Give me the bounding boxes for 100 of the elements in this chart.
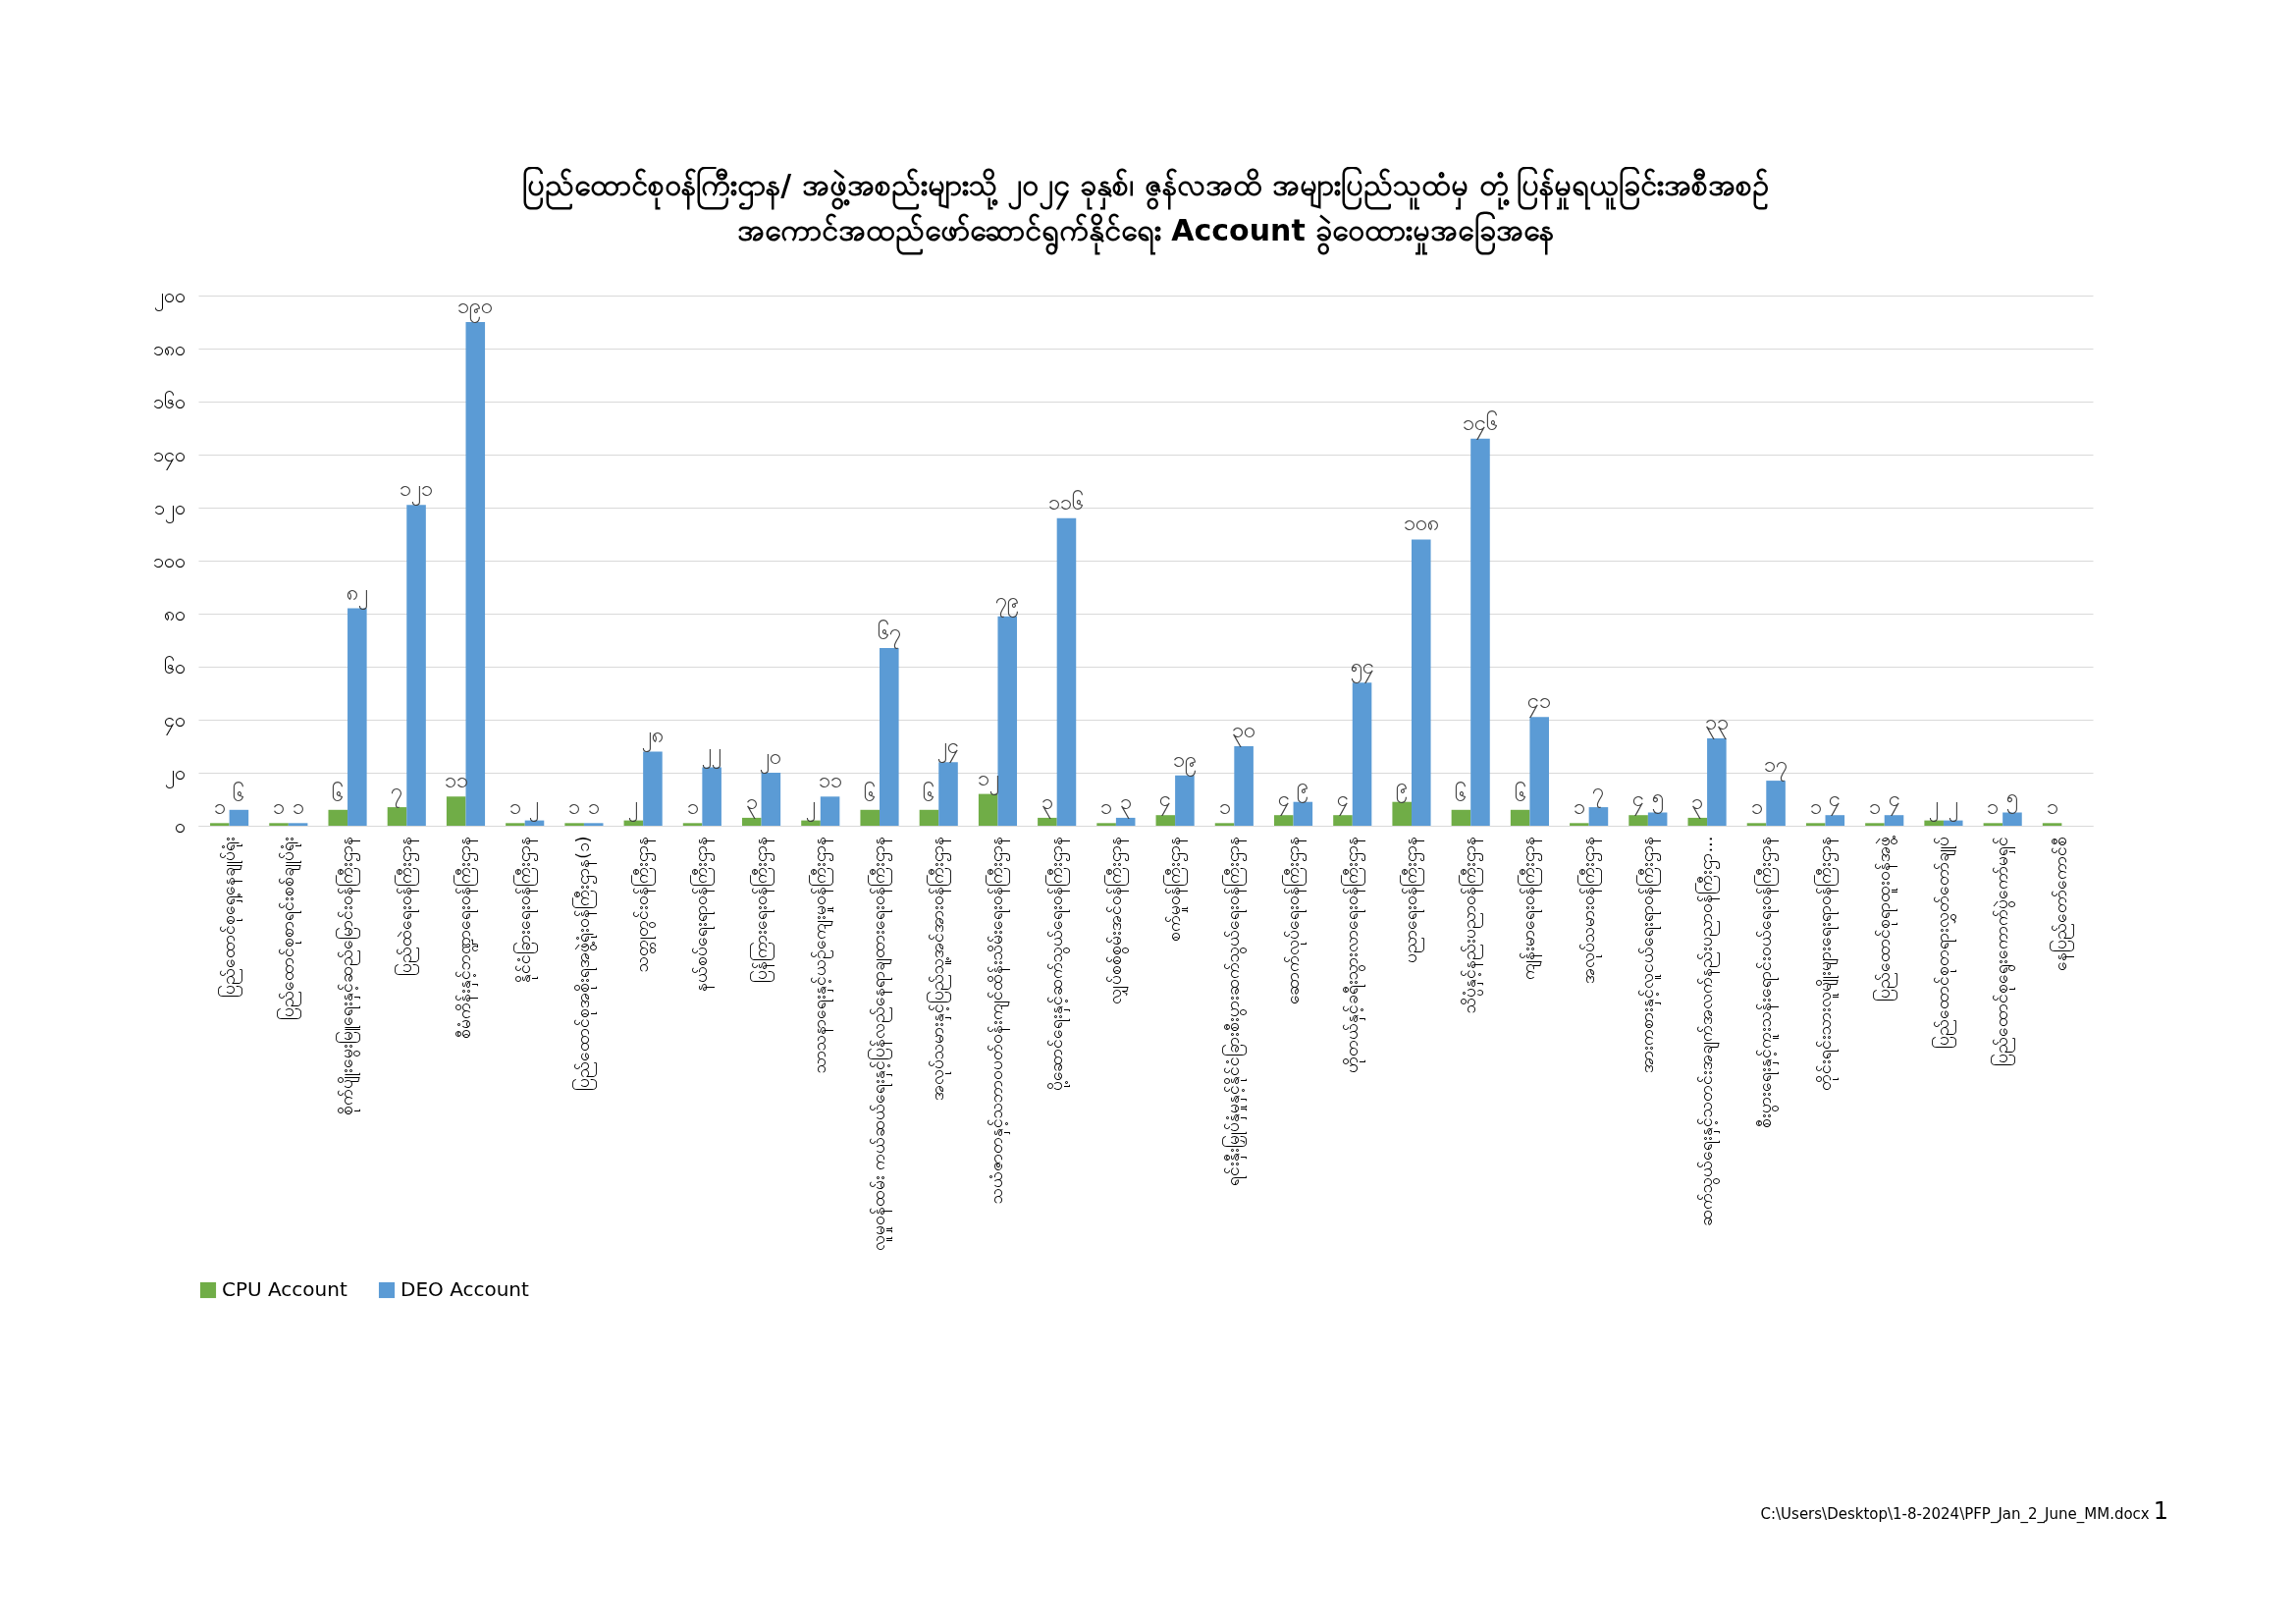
x-tick-label: ပြည်ထောင်စုရှေ့နေချုပ်ရုံး xyxy=(217,836,242,998)
data-label: ၁၄၆ xyxy=(1462,409,1498,440)
bar xyxy=(938,762,958,826)
x-tick-label: သိပ္ပံနှင့်နည်းပညာဝန်ကြီးဌာန xyxy=(1459,836,1484,1013)
data-label: ၁ xyxy=(1750,794,1763,820)
bar xyxy=(820,796,840,826)
bar xyxy=(702,767,721,826)
data-label: ၁ xyxy=(273,794,286,820)
bar xyxy=(446,796,466,826)
text: C:\Users\Desktop\1-8-2024\PFP_Jan_2_June_MM.docx xyxy=(1760,1505,2150,1523)
bar xyxy=(347,608,367,826)
data-label: ၆ xyxy=(923,781,935,806)
x-tick-label: နယ်စပ်ရေးရာဝန်ကြီးဌာန xyxy=(690,836,716,992)
data-label: ၂၄ xyxy=(937,733,960,764)
bar xyxy=(1865,823,1885,826)
bar xyxy=(1766,781,1786,826)
y-tick-label: ၁၆၀ xyxy=(152,389,186,413)
bar xyxy=(1352,682,1372,826)
data-label: ၁ xyxy=(213,794,226,820)
data-label: ၁ xyxy=(1218,794,1231,820)
data-label: ၂ xyxy=(806,791,817,822)
bar xyxy=(1687,817,1708,826)
data-label: ၁ xyxy=(2046,794,2058,820)
x-tick-label: နေပြည်တော်ကောင်စီ xyxy=(2050,836,2075,971)
bar xyxy=(506,823,525,826)
bar xyxy=(1983,823,2003,826)
bar xyxy=(1411,539,1431,826)
data-label: ၃ xyxy=(1041,788,1053,819)
data-label: ၁ xyxy=(686,794,699,820)
y-tick-label: ၁၂၀ xyxy=(153,495,186,523)
data-label: ၁၁ xyxy=(818,768,842,793)
bar xyxy=(1884,815,1904,826)
x-tick-label: ပြည်ထောင်စုတရားလွှတ်တော်ချုပ် xyxy=(1931,836,1956,1049)
x-tick-label: ရင်းနှီးမြှုပ်နှံမှုနှင့်နိုင်ငံခြားစီးပွားဆက်သွယ်ရေးဝန်ကြီးဌာန xyxy=(1222,836,1248,1186)
bar xyxy=(564,823,584,826)
bar xyxy=(583,823,604,826)
x-tick-label: ဆောက်လုပ်ရေးဝန်ကြီးဌာန xyxy=(1281,836,1307,1004)
x-tick-label: ပြည်ထဲရေးဝန်ကြီးဌာန xyxy=(395,836,420,976)
data-label: ၈၂ xyxy=(346,579,368,610)
bar xyxy=(1588,807,1609,826)
bar xyxy=(1056,517,1077,826)
x-tick-label: စီးပွားရေးနှင့်ကူးသန်းရောင်းဝယ်ရေးဝန်ကြီးဌာန xyxy=(1754,836,1780,1128)
y-tick-label: ၁၀၀ xyxy=(152,548,186,572)
data-label: ၂ xyxy=(1929,791,1940,822)
data-label: ၅၄ xyxy=(1350,654,1374,684)
data-label: ၁ xyxy=(568,794,581,820)
data-label: ၁ xyxy=(508,794,521,820)
x-tick-label: ပို့ဆောင်ရေးနှင့်ဆက်သွယ်ရေးဝန်ကြီးဌာန xyxy=(1044,836,1070,1091)
data-label: ၆ xyxy=(1514,781,1526,806)
bar xyxy=(1115,817,1136,826)
bar xyxy=(1510,809,1530,826)
text: 1 xyxy=(2153,1497,2168,1525)
bar xyxy=(1333,815,1353,826)
x-tick-label: အားကစားနှင့်လူငယ်ရေးရာဝန်ကြီးဌာန xyxy=(1635,836,1661,1073)
data-label: ၁ xyxy=(1868,794,1881,820)
data-label: ၂၈ xyxy=(641,723,664,753)
bar xyxy=(1214,823,1235,826)
data-label: ၃ xyxy=(1691,788,1704,819)
x-tick-label: ပြည်ထောင်စုစာရင်းစစ်ချုပ်ရုံး xyxy=(276,836,301,1020)
bar xyxy=(269,823,289,826)
x-tick-label: ပြည်ထောင်စုရာထူးဝန်အဖွဲ့ xyxy=(1872,835,1897,1001)
bar xyxy=(2002,812,2022,826)
data-label: ၁ xyxy=(292,794,304,820)
x-tick-label: သယံဇာတနှင့်သဘာဝပတ်ဝန်းကျင်ထိန်းသိမ်းရေးဝန်ကြီးဌာန xyxy=(986,836,1011,1204)
data-label: ၆၇ xyxy=(877,620,901,650)
data-label: ၉ xyxy=(1297,773,1309,803)
data-label: ၃၀ xyxy=(1232,718,1256,747)
data-label: ၆ xyxy=(332,781,345,806)
bar xyxy=(742,817,762,826)
data-label: ၁၂၁ xyxy=(400,476,434,507)
bar xyxy=(406,505,426,826)
bar xyxy=(2042,823,2062,826)
data-label: ၁၇ xyxy=(1764,752,1789,783)
bar xyxy=(387,807,407,826)
data-label: ၁၉၀ xyxy=(457,294,494,323)
data-label: ၄ xyxy=(1159,786,1172,817)
bar xyxy=(978,793,998,826)
x-tick-label: လူမှုဝန်ထမ်း ကယ်ဆယ်ရေးနှင့်ပြန်လည်နေရာချထားရေးဝန်ကြီးဌာန xyxy=(868,836,893,1251)
bar xyxy=(1529,717,1549,826)
x-tick-label: နိုင်ငံခြားရေးဝန်ကြီးဌာန xyxy=(512,836,538,983)
bar xyxy=(328,809,348,826)
x-tick-label: ဆက်သွယ်ရေးနှင့်သတင်းအချက်အလက်နည်းပညာဝန်ကြီးဌာ… xyxy=(1695,836,1721,1226)
data-label: ၂ xyxy=(1948,791,1958,822)
bar xyxy=(1805,823,1826,826)
bar xyxy=(1570,823,1589,826)
data-label: ၄ xyxy=(1277,786,1290,817)
x-tick-label: စိုက်ပျိုးမွေးမြူရေးနှင့်ဆည်မြောင်းဝန်ကြီးဌာန xyxy=(336,836,361,1115)
bar xyxy=(465,322,486,826)
y-tick-label: ၈၀ xyxy=(163,601,186,625)
data-label: ၉ xyxy=(1396,773,1409,803)
y-tick-label: ၁၄၀ xyxy=(152,442,186,470)
data-label: ၅ xyxy=(2005,784,2018,814)
x-tick-label: ပြည်ထောင်စုရွေးကောက်ပွဲကော်မရှင် xyxy=(1991,836,2016,1066)
x-tick-label: ပြည်ထောင်စုအစိုးရအဖွဲ့ရုံးဝန်ကြီးဌာန(၁) xyxy=(571,836,597,1091)
data-label: ၂၂ xyxy=(702,738,722,769)
x-tick-label: ပညာရေးဝန်ကြီးဌာန xyxy=(1399,836,1424,963)
bar xyxy=(1707,737,1727,826)
data-label: ၃ xyxy=(745,788,758,819)
bar xyxy=(1470,438,1490,826)
x-tick-label: ဟိုတယ်နှင့်ခရီးသွားလာရေးဝန်ကြီးဌာန xyxy=(1340,836,1365,1073)
